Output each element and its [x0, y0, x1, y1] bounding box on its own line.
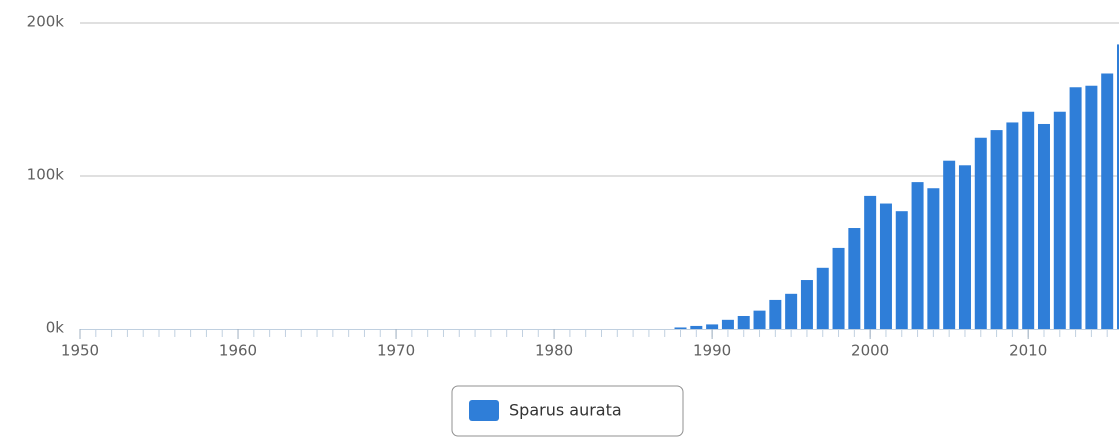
bar: [1053, 111, 1066, 330]
bar: [895, 211, 908, 329]
bar: [864, 195, 877, 329]
x-tick-label: 1990: [693, 342, 731, 360]
bar: [769, 299, 782, 329]
bar: [848, 228, 861, 329]
x-tick-label: 1950: [61, 342, 99, 360]
y-tick-label: 0k: [46, 319, 65, 337]
bar: [879, 203, 892, 329]
bar: [721, 319, 734, 329]
bar: [990, 130, 1003, 329]
bar: [1101, 73, 1114, 330]
bar: [706, 324, 719, 329]
x-tick-label: 1970: [377, 342, 415, 360]
bar: [785, 293, 798, 329]
bar: [943, 160, 956, 329]
bar: [737, 315, 750, 329]
bar: [974, 137, 987, 329]
bar: [674, 327, 687, 329]
bar: [911, 182, 924, 329]
x-tick-label: 2010: [1009, 342, 1047, 360]
x-tick-label: 2000: [851, 342, 889, 360]
legend-swatch: [469, 400, 499, 421]
bar: [800, 280, 813, 329]
bar: [927, 188, 940, 329]
x-tick-label: 1980: [535, 342, 573, 360]
y-tick-label: 200k: [27, 13, 65, 31]
bar: [816, 267, 829, 329]
bar: [753, 310, 766, 329]
bar: [1069, 87, 1082, 329]
bar: [1037, 123, 1050, 329]
bar: [958, 165, 971, 329]
bar: [1022, 111, 1035, 330]
legend-label: Sparus aurata: [509, 401, 622, 420]
bar: [1006, 122, 1019, 329]
y-tick-label: 100k: [27, 166, 65, 184]
bar: [690, 325, 703, 329]
bar: [1117, 44, 1119, 330]
x-tick-label: 1960: [219, 342, 257, 360]
bar: [1085, 85, 1098, 329]
legend-box: [451, 385, 684, 437]
bar: [832, 247, 845, 329]
